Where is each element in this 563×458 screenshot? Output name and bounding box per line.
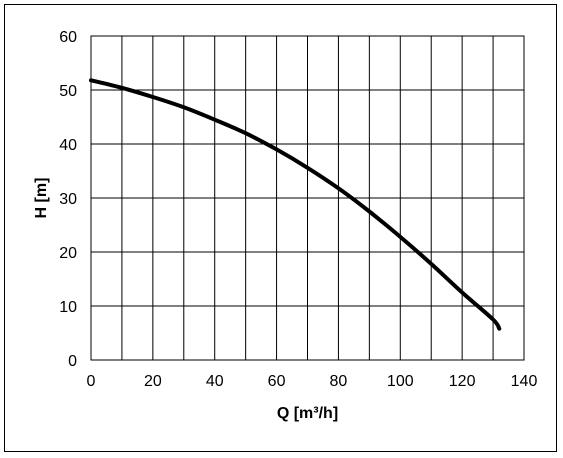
y-tick-label: 40	[59, 137, 77, 154]
x-axis-title: Q [m³/h]	[277, 405, 338, 422]
y-tick-label: 50	[59, 83, 77, 100]
x-tick-label: 40	[206, 373, 224, 390]
series-line	[89, 78, 502, 331]
y-tick-labels: 0 10 20 30 40 50 60	[59, 29, 77, 370]
x-tick-label: 120	[449, 373, 476, 390]
y-tick-label: 10	[59, 299, 77, 316]
x-tick-label: 80	[330, 373, 348, 390]
y-axis-title: H [m]	[33, 178, 50, 219]
y-tick-label: 0	[68, 353, 77, 370]
y-tick-label: 60	[59, 29, 77, 46]
plot-area-border	[90, 35, 525, 361]
x-tick-label: 20	[144, 373, 162, 390]
y-tick-label: 30	[59, 191, 77, 208]
x-tick-label: 100	[387, 373, 414, 390]
x-tick-label: 140	[511, 373, 538, 390]
series-group	[89, 78, 502, 331]
x-tick-labels: 0 20 40 60 80 100 120 140	[87, 373, 538, 390]
x-tick-label: 0	[87, 373, 96, 390]
x-tick-label: 60	[268, 373, 286, 390]
y-tick-label: 20	[59, 245, 77, 262]
chart-frame	[4, 4, 557, 452]
grid-lines	[91, 36, 524, 360]
